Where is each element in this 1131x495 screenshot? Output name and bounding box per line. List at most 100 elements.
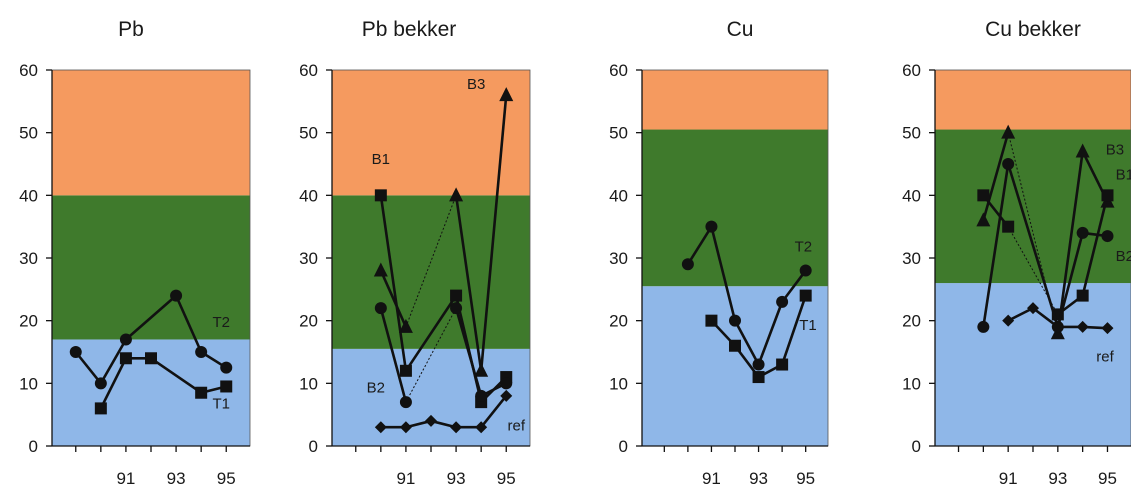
series-b1 — [977, 189, 1114, 321]
series-segment — [982, 163, 1010, 328]
series-label: ref — [508, 417, 526, 434]
data-point-circle — [681, 258, 694, 271]
series-segment — [454, 307, 483, 397]
series-label: T1 — [799, 317, 817, 334]
data-point-square — [1076, 289, 1089, 302]
series-segment — [405, 307, 457, 403]
series-segment — [174, 295, 203, 353]
y-tick-label: 50 — [19, 124, 38, 143]
series-segment — [379, 195, 408, 371]
chart-panel-2: Pb bekker 0 10 20 30 40 50 60 91 93 95 B3 B1 B2 ref — [299, 18, 531, 488]
x-tick-label: 91 — [116, 469, 135, 488]
y-tick-label: 30 — [902, 249, 921, 268]
series-label: T2 — [795, 239, 813, 256]
series-t1 — [94, 352, 233, 415]
series-segment — [780, 295, 807, 365]
series-label: T1 — [212, 395, 230, 412]
y-tick-label: 60 — [19, 61, 38, 80]
x-tick-label: 93 — [1048, 469, 1067, 488]
x-tick-label: 91 — [396, 469, 415, 488]
series-segment — [479, 94, 508, 371]
series-t1 — [705, 289, 812, 384]
data-point-circle — [776, 295, 789, 308]
series-segment — [379, 270, 408, 328]
series-segment — [404, 294, 458, 372]
data-point-circle — [220, 361, 233, 374]
data-point-diamond — [475, 421, 488, 434]
data-point-diamond — [1051, 320, 1064, 333]
data-point-circle — [729, 314, 741, 327]
series-segment — [379, 307, 408, 403]
y-tick-label: 60 — [609, 61, 628, 80]
y-tick-label: 40 — [902, 186, 921, 205]
data-point-circle — [170, 289, 183, 302]
x-tick-label: 95 — [497, 469, 516, 488]
chart-title: Cu bekker — [985, 18, 1081, 41]
series-segment — [1006, 163, 1060, 328]
data-point-square — [450, 289, 463, 302]
data-point-square — [705, 314, 718, 327]
y-tick-label: 50 — [902, 124, 921, 143]
series-ref — [374, 389, 513, 434]
series-segment — [757, 301, 784, 365]
x-tick-label: 95 — [1098, 469, 1117, 488]
data-point-circle — [374, 302, 387, 315]
data-point-circle — [399, 396, 412, 409]
y-tick-label: 60 — [299, 61, 318, 80]
zone-red — [642, 70, 828, 130]
y-tick-label: 10 — [19, 374, 38, 393]
series-segment — [686, 225, 713, 265]
data-point-circle — [705, 220, 718, 233]
series-ref — [1002, 302, 1114, 335]
series-segment — [99, 338, 128, 384]
data-point-diamond — [1101, 322, 1114, 335]
data-point-square — [145, 352, 157, 365]
data-point-circle — [1076, 226, 1089, 239]
series-segment — [1032, 307, 1059, 328]
x-tick-label: 91 — [702, 469, 721, 488]
data-point-square — [94, 402, 107, 415]
y-tick-label: 10 — [299, 374, 318, 393]
data-point-square — [977, 189, 990, 202]
data-point-triangle — [474, 362, 489, 377]
series-segment — [125, 294, 177, 341]
zone-blue — [332, 348, 530, 446]
y-tick-label: 0 — [29, 437, 38, 456]
chart-panel-3: Cu 0 10 20 30 40 50 60 91 93 95 T2 T1 — [609, 18, 829, 488]
y-tick-label: 20 — [902, 312, 921, 331]
y-tick-label: 40 — [609, 186, 628, 205]
y-tick-label: 20 — [19, 312, 38, 331]
series-segment — [74, 351, 102, 385]
series-label: B3 — [1106, 142, 1124, 159]
series-b2 — [374, 302, 513, 409]
y-tick-label: 40 — [299, 186, 318, 205]
series-segment — [1056, 151, 1084, 334]
data-point-diamond — [399, 421, 412, 434]
data-point-diamond — [374, 421, 387, 434]
series-segment — [454, 195, 483, 371]
series-label: B2 — [367, 380, 385, 397]
data-point-square — [119, 352, 132, 365]
chart-panel-4: Cu bekker 0 10 20 30 40 50 60 91 93 95 B3 B1 B2 ref — [902, 18, 1131, 488]
data-point-circle — [119, 333, 132, 346]
y-tick-label: 10 — [902, 374, 921, 393]
data-point-triangle — [373, 262, 388, 277]
x-tick-label: 93 — [447, 469, 466, 488]
zone-blue — [642, 286, 828, 446]
series-t2 — [681, 220, 812, 371]
data-point-diamond — [425, 414, 437, 427]
series-segment — [781, 269, 807, 303]
data-point-circle — [1002, 158, 1015, 170]
data-point-diamond — [1076, 320, 1089, 333]
y-tick-label: 0 — [309, 437, 318, 456]
series-segment — [1081, 195, 1109, 296]
zone-green — [332, 195, 530, 349]
series-label: ref — [1096, 348, 1114, 365]
data-point-circle — [752, 358, 765, 371]
series-segment — [480, 395, 508, 429]
series-label: B2 — [1116, 248, 1131, 265]
series-label: B1 — [1116, 167, 1131, 184]
data-point-triangle — [499, 87, 514, 102]
y-tick-label: 50 — [299, 124, 318, 143]
